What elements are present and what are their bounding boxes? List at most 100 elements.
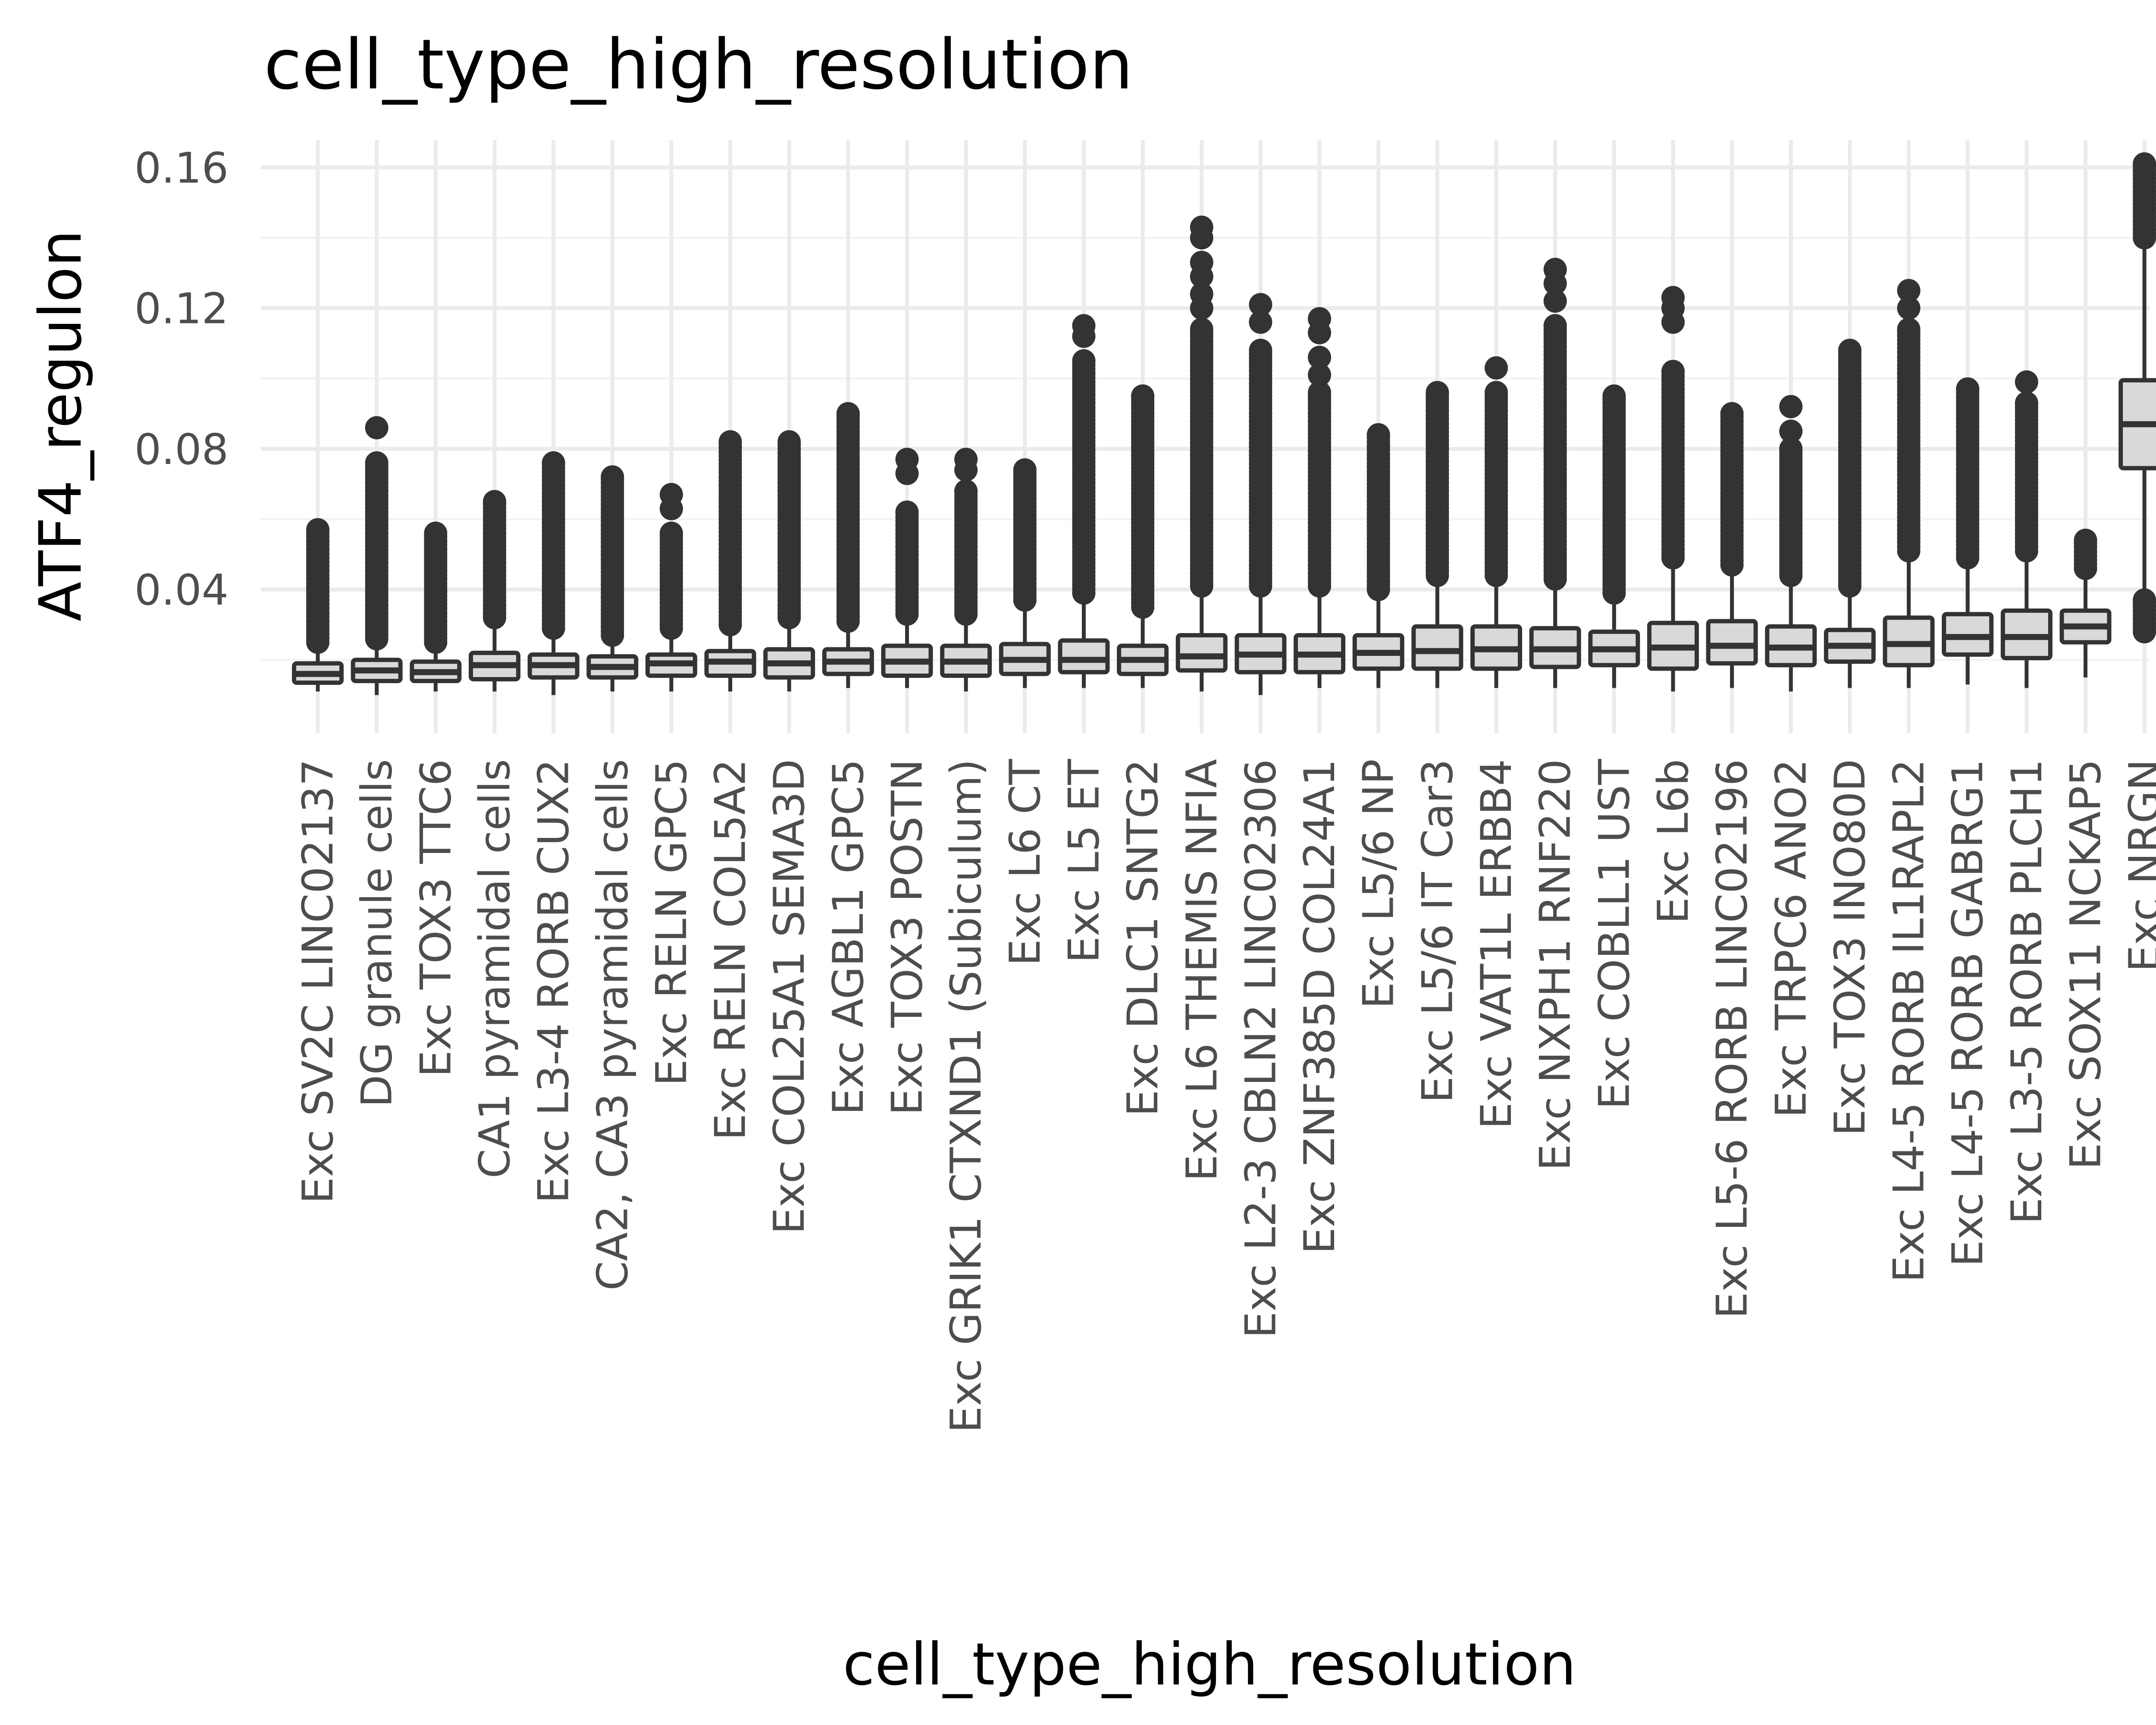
box-iqr	[1175, 633, 1228, 673]
box-27	[1824, 339, 1876, 688]
outlier-point	[2015, 370, 2038, 394]
outlier-point	[777, 430, 801, 454]
box-24	[1647, 286, 1699, 692]
x-tick-label: Exc VAT1L ERBB4	[1472, 759, 1521, 1129]
box-18	[1294, 307, 1346, 688]
x-tick-label: Exc L6b	[1649, 759, 1698, 924]
outlier-point	[1779, 395, 1803, 418]
outlier-point	[1190, 317, 1213, 341]
x-tick-label: Exc SV2C LINC02137	[294, 759, 343, 1204]
outlier-point	[1485, 356, 1508, 380]
outlier-point	[1543, 257, 1567, 281]
box-3	[410, 521, 462, 692]
outlier-point	[1956, 377, 1980, 401]
outlier-point	[2015, 391, 2038, 415]
outlier-point	[601, 465, 624, 489]
outlier-point	[1249, 310, 1272, 334]
x-tick-label: Exc L5 ET	[1059, 759, 1109, 963]
box-iqr	[1411, 624, 1463, 671]
outlier-point	[1602, 384, 1626, 408]
outlier-point	[1426, 381, 1449, 405]
outlier-point	[718, 430, 742, 454]
y-axis-title: ATF4_regulon	[27, 230, 94, 621]
x-tick-label: DG granule cells	[353, 759, 402, 1107]
outlier-point	[659, 483, 683, 506]
outlier-point	[365, 451, 389, 475]
chart-title: cell_type_high_resolution	[264, 24, 1133, 105]
outlier-point	[1072, 349, 1096, 373]
x-tick-label: Exc COL25A1 SEMA3D	[765, 759, 814, 1234]
outlier-point	[1072, 314, 1096, 338]
outlier-point	[1543, 289, 1567, 313]
outlier-point	[1308, 307, 1332, 330]
x-tick-label: Exc L2-3 CBLN2 LINC02306	[1236, 759, 1285, 1338]
outlier-point	[2074, 528, 2097, 552]
box-21	[1470, 356, 1522, 688]
outlier-point	[2133, 152, 2156, 176]
box-6	[586, 465, 639, 692]
box-25	[1706, 402, 1758, 688]
box-9	[763, 430, 815, 692]
box-2	[351, 416, 403, 695]
box-14	[1058, 314, 1110, 688]
outlier-point	[1897, 279, 1921, 302]
outlier-point	[1897, 296, 1921, 320]
x-tick-label: Exc L5/6 NP	[1354, 759, 1404, 1009]
x-tick-label: Exc COBLL1 UST	[1590, 759, 1639, 1110]
box-iqr	[1706, 619, 1758, 666]
outlier-point	[1249, 293, 1272, 317]
box-12	[940, 448, 992, 692]
outlier-point	[1190, 251, 1213, 274]
box-23	[1588, 384, 1640, 688]
box-32	[2118, 152, 2156, 643]
box-17	[1235, 293, 1287, 695]
x-tick-label: Exc L4-5 RORB IL1RAPL2	[1885, 759, 1934, 1283]
outlier-point	[1308, 381, 1332, 405]
box-28	[1883, 279, 1935, 688]
x-tick-label: Exc NRGN	[2120, 759, 2156, 972]
outlier-point	[1661, 286, 1685, 310]
outlier-point	[1190, 282, 1213, 306]
x-tick-label: Exc L5-6 RORB LINC02196	[1708, 759, 1757, 1319]
x-tick-label: CA2, CA3 pyramidal cells	[588, 759, 637, 1291]
outlier-point	[895, 448, 919, 471]
outlier-point	[1485, 381, 1508, 405]
outlier-point	[895, 500, 919, 524]
box-22	[1529, 257, 1581, 688]
x-tick-label: Exc ZNF385D COL24A1	[1295, 759, 1344, 1254]
box-7	[645, 483, 697, 692]
box-16	[1175, 215, 1228, 692]
outlier-point	[954, 448, 978, 471]
x-tick-label: Exc L6 CT	[1001, 759, 1050, 966]
outlier-point	[306, 518, 329, 542]
box-11	[881, 448, 933, 688]
box-29	[1942, 377, 1994, 685]
y-tick-label: 0.08	[135, 425, 229, 474]
box-10	[822, 402, 874, 688]
outlier-point	[2133, 588, 2156, 612]
y-tick-label: 0.04	[135, 566, 229, 615]
x-tick-label: Exc TOX3 POSTN	[883, 759, 932, 1115]
x-tick-label: Exc TRPC6 ANO2	[1767, 759, 1816, 1118]
outlier-point	[836, 402, 860, 426]
x-tick-label: Exc L5/6 IT Car3	[1413, 759, 1462, 1103]
box-13	[999, 458, 1051, 688]
outlier-point	[1190, 215, 1213, 239]
y-tick-label: 0.16	[135, 144, 229, 193]
outlier-point	[1131, 384, 1155, 408]
x-tick-label: Exc GRIK1 CTXND1 (Subiculum)	[942, 759, 991, 1433]
box-30	[2000, 370, 2053, 688]
y-tick-label: 0.12	[135, 285, 229, 334]
box-8	[704, 430, 756, 692]
box-5	[527, 451, 580, 695]
x-tick-label: Exc AGBL1 GPC5	[824, 759, 873, 1115]
x-axis-ticks: Exc SV2C LINC02137 DG granule cells Exc TO…	[294, 759, 2156, 1433]
outlier-point	[1308, 363, 1332, 387]
outlier-point	[1013, 458, 1037, 482]
x-tick-label: CA1 pyramidal cells	[470, 759, 520, 1179]
boxplot-series	[292, 152, 2156, 695]
x-axis-title: cell_type_high_resolution	[843, 1631, 1576, 1698]
outlier-point	[1897, 317, 1921, 341]
box-26	[1765, 395, 1817, 692]
